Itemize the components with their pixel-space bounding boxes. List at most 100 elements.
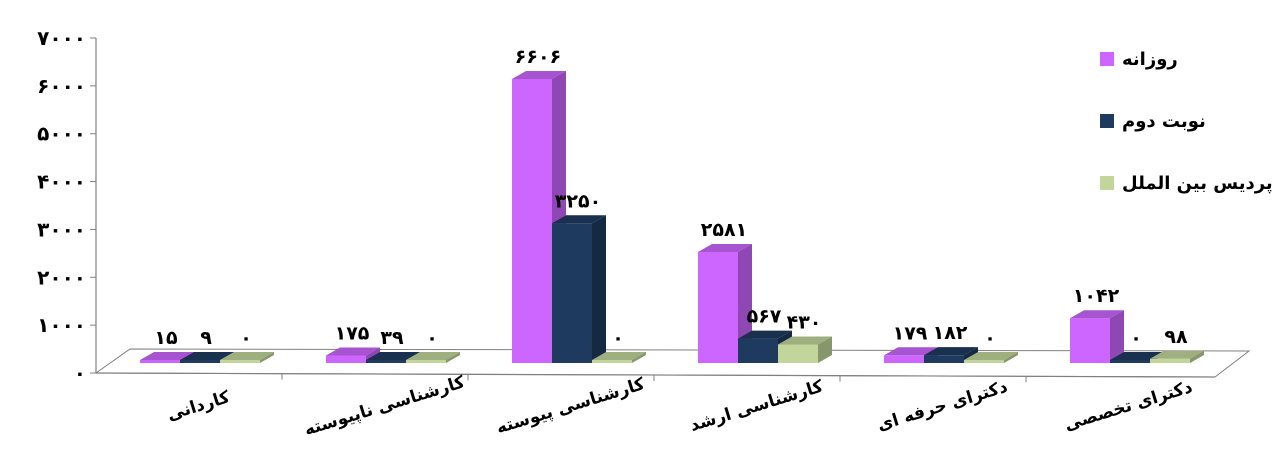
bar bbox=[552, 215, 606, 363]
data-label: ۴۳۰ bbox=[787, 312, 822, 334]
bar-top bbox=[366, 352, 420, 360]
data-label: ۱۷۵ bbox=[335, 322, 370, 344]
y-tick-label: ۱۰۰۰ bbox=[37, 313, 86, 337]
bar-front bbox=[924, 355, 964, 363]
data-label: ۰ bbox=[240, 327, 252, 349]
bar-side bbox=[1190, 350, 1204, 363]
bar-side bbox=[632, 352, 646, 363]
data-label: ۰ bbox=[1130, 327, 1142, 349]
bar bbox=[778, 336, 832, 363]
bar-top bbox=[326, 347, 380, 356]
legend: روزانه نوبت دوم پردیس بین الملل bbox=[1100, 49, 1273, 194]
data-label: ۵۶۷ bbox=[747, 306, 782, 328]
data-label: ۰ bbox=[984, 327, 996, 349]
bar-front bbox=[366, 360, 406, 363]
bar bbox=[964, 352, 1018, 363]
chart-axes bbox=[95, 38, 1216, 383]
bar bbox=[1070, 310, 1124, 363]
y-tick-label: ۵۰۰۰ bbox=[37, 122, 86, 146]
category-label: دکترای حرفه ای bbox=[875, 377, 1010, 436]
bar-side bbox=[1110, 310, 1124, 363]
bar-top bbox=[738, 330, 792, 339]
category-label: کارشناسی ارشد bbox=[688, 376, 826, 436]
y-tick-label: ۴۰۰۰ bbox=[37, 170, 86, 194]
data-label: ۹ bbox=[200, 327, 212, 349]
bar bbox=[512, 70, 566, 363]
bar-side bbox=[818, 336, 832, 363]
category-label: کارشناسی ناپیوسته bbox=[302, 372, 467, 440]
y-axis-ticks: ۰ ۱۰۰۰ ۲۰۰۰ ۳۰۰۰ ۴۰۰۰ ۵۰۰۰ ۶۰۰۰ ۷۰۰۰ bbox=[37, 26, 96, 385]
data-label: ۹۸ bbox=[1164, 326, 1188, 348]
bar-top bbox=[884, 347, 938, 356]
bar-front bbox=[884, 355, 924, 363]
legend-item: روزانه bbox=[1100, 49, 1178, 70]
bar-side bbox=[260, 352, 274, 363]
data-label: ۳۹ bbox=[380, 327, 404, 349]
bar-top bbox=[406, 352, 460, 360]
bar-front bbox=[778, 344, 818, 363]
category-label: کارشناسی پیوسته bbox=[494, 374, 647, 438]
bar-front bbox=[512, 78, 552, 363]
bar bbox=[220, 352, 274, 363]
bar-front bbox=[326, 355, 366, 363]
data-label: ۶۶۰۶ bbox=[515, 46, 561, 68]
bar bbox=[698, 244, 752, 363]
legend-swatch bbox=[1100, 176, 1114, 190]
bar-front bbox=[1070, 318, 1110, 363]
bar-front bbox=[1110, 360, 1150, 363]
data-label: ۰ bbox=[426, 327, 438, 349]
bar-front bbox=[552, 223, 592, 363]
bar-top bbox=[180, 352, 234, 360]
y-tick-label: ۷۰۰۰ bbox=[37, 26, 86, 50]
category-label: دکترای تخصصی bbox=[1062, 377, 1195, 435]
bar-top bbox=[964, 352, 1018, 360]
bar-top bbox=[1070, 310, 1124, 319]
bar-front bbox=[180, 360, 220, 363]
bar-side bbox=[1004, 352, 1018, 363]
legend-item: پردیس بین الملل bbox=[1100, 173, 1273, 194]
data-label: ۱۰۴۲ bbox=[1073, 285, 1120, 307]
data-labels: ۱۵ ۹ ۰ ۱۷۵ ۳۹ ۰ ۶۶۰۶ ۳۲۵۰ ۰ ۲۵۸۱ ۵۶۷ ۴۳۰ ۱۷۹ ۱۸۲ ۰ ۱۰۴۲… bbox=[154, 46, 1188, 349]
data-label: ۱۵ bbox=[154, 327, 178, 349]
bar-top bbox=[220, 352, 274, 360]
y-tick-label: ۳۰۰۰ bbox=[37, 217, 86, 241]
bar-front bbox=[1150, 358, 1190, 363]
data-label: ۱۸۲ bbox=[933, 322, 968, 344]
bar-front bbox=[964, 360, 1004, 363]
legend-swatch bbox=[1100, 114, 1114, 128]
data-label: ۱۷۹ bbox=[893, 322, 928, 344]
bar-front bbox=[140, 360, 180, 363]
y-tick-label: ۰ bbox=[74, 361, 86, 385]
bar-top bbox=[698, 244, 752, 253]
bar-top bbox=[1150, 350, 1204, 359]
bar-side bbox=[592, 215, 606, 363]
bar-front bbox=[592, 360, 632, 363]
bar-top bbox=[592, 352, 646, 360]
legend-swatch bbox=[1100, 52, 1114, 66]
bar bbox=[406, 352, 460, 363]
legend-label: روزانه bbox=[1122, 49, 1178, 70]
data-label: ۰ bbox=[612, 327, 624, 349]
data-label: ۳۲۵۰ bbox=[555, 190, 601, 212]
bar-top bbox=[140, 352, 194, 360]
bar-top bbox=[552, 215, 606, 224]
bar-front bbox=[406, 360, 446, 363]
bar-top bbox=[1110, 352, 1164, 360]
bar-top bbox=[512, 70, 566, 79]
bar bbox=[592, 352, 646, 363]
bar-front bbox=[220, 360, 260, 363]
legend-item: نوبت دوم bbox=[1100, 111, 1206, 132]
bar-top bbox=[778, 336, 832, 345]
bar-top bbox=[924, 347, 978, 356]
category-label: کاردانی bbox=[165, 387, 232, 425]
bar bbox=[1150, 350, 1204, 363]
bar-side bbox=[446, 352, 460, 363]
y-tick-label: ۲۰۰۰ bbox=[37, 265, 86, 289]
data-label: ۲۵۸۱ bbox=[701, 219, 747, 241]
legend-label: پردیس بین الملل bbox=[1122, 173, 1273, 194]
bar-front bbox=[738, 338, 778, 363]
legend-label: نوبت دوم bbox=[1122, 111, 1206, 132]
category-labels: کاردانی کارشناسی ناپیوسته کارشناسی پیوسته ک… bbox=[165, 372, 1195, 440]
bar-front bbox=[698, 252, 738, 363]
